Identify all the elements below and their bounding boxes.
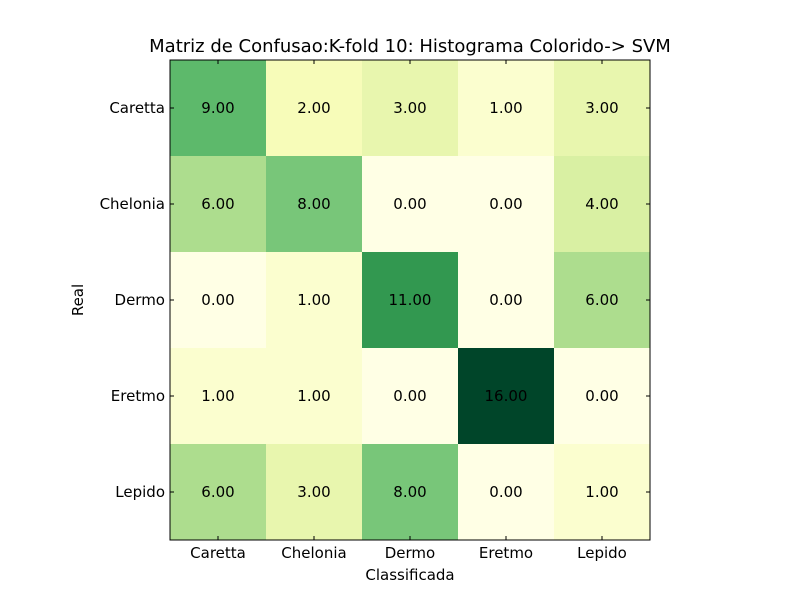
y-tick-label: Eretmo bbox=[111, 387, 165, 405]
heatmap-cell bbox=[266, 252, 363, 349]
cell-value-label: 2.00 bbox=[297, 99, 330, 117]
y-tick-label: Lepido bbox=[115, 483, 165, 501]
heatmap-cell bbox=[170, 444, 267, 541]
chart-title: Matriz de Confusao:K-fold 10: Histograma… bbox=[149, 36, 671, 57]
cell-value-label: 8.00 bbox=[297, 195, 330, 213]
x-axis-label: Classificada bbox=[365, 566, 454, 584]
cell-value-label: 0.00 bbox=[489, 291, 522, 309]
heatmap-cell bbox=[554, 348, 651, 445]
cell-value-label: 4.00 bbox=[585, 195, 618, 213]
heatmap-cell bbox=[458, 444, 555, 541]
cell-value-label: 0.00 bbox=[393, 195, 426, 213]
heatmap-cell bbox=[362, 156, 459, 253]
heatmap-cell bbox=[170, 252, 267, 349]
cell-value-label: 6.00 bbox=[201, 195, 234, 213]
cell-value-label: 0.00 bbox=[489, 195, 522, 213]
cell-value-label: 1.00 bbox=[297, 291, 330, 309]
heatmap-cell bbox=[554, 60, 651, 157]
cell-value-label: 3.00 bbox=[297, 483, 330, 501]
cell-value-label: 0.00 bbox=[393, 387, 426, 405]
y-tick-labels: Caretta Chelonia Dermo Eretmo Lepido bbox=[100, 99, 165, 501]
heatmap-cell bbox=[458, 348, 555, 445]
cell-value-label: 3.00 bbox=[393, 99, 426, 117]
cell-value-label: 0.00 bbox=[585, 387, 618, 405]
heatmap-cell bbox=[554, 156, 651, 253]
cell-value-label: 9.00 bbox=[201, 99, 234, 117]
heatmap-cell bbox=[266, 444, 363, 541]
cell-value-label: 8.00 bbox=[393, 483, 426, 501]
cell-value-label: 6.00 bbox=[201, 483, 234, 501]
cell-value-label: 11.00 bbox=[389, 291, 432, 309]
heatmap-cell bbox=[458, 60, 555, 157]
heatmap-cell bbox=[554, 252, 651, 349]
heatmap-cell bbox=[458, 156, 555, 253]
y-tick-label: Chelonia bbox=[100, 195, 165, 213]
y-tick-label: Dermo bbox=[115, 291, 165, 309]
heatmap-cell bbox=[170, 348, 267, 445]
x-tick-label: Chelonia bbox=[281, 544, 346, 562]
cell-value-label: 0.00 bbox=[489, 483, 522, 501]
heatmap-cell bbox=[362, 348, 459, 445]
y-tick-label: Caretta bbox=[109, 99, 165, 117]
x-tick-label: Dermo bbox=[385, 544, 435, 562]
heatmap-cell bbox=[170, 60, 267, 157]
cell-value-label: 1.00 bbox=[201, 387, 234, 405]
cell-value-label: 1.00 bbox=[585, 483, 618, 501]
cell-value-label: 0.00 bbox=[201, 291, 234, 309]
heatmap-cell bbox=[458, 252, 555, 349]
heatmap-cell bbox=[362, 444, 459, 541]
heatmap-cells bbox=[170, 60, 651, 541]
x-tick-label: Caretta bbox=[190, 544, 246, 562]
heatmap-cell bbox=[554, 444, 651, 541]
heatmap-cell bbox=[266, 60, 363, 157]
axis-ticks bbox=[170, 60, 650, 540]
cell-value-label: 3.00 bbox=[585, 99, 618, 117]
heatmap-cell bbox=[362, 252, 459, 349]
x-tick-label: Lepido bbox=[577, 544, 627, 562]
cell-value-label: 1.00 bbox=[489, 99, 522, 117]
cell-value-label: 16.00 bbox=[485, 387, 528, 405]
cell-value-label: 6.00 bbox=[585, 291, 618, 309]
heatmap-cell bbox=[362, 60, 459, 157]
x-tick-labels: Caretta Chelonia Dermo Eretmo Lepido bbox=[190, 544, 627, 562]
heatmap-cell bbox=[170, 156, 267, 253]
y-axis-label: Real bbox=[69, 284, 87, 316]
heatmap-cell-labels: 9.00 2.00 3.00 1.00 3.00 6.00 8.00 0.00 0.00 4.00… bbox=[201, 99, 618, 501]
heatmap-cell bbox=[266, 348, 363, 445]
x-tick-label: Eretmo bbox=[479, 544, 533, 562]
cell-value-label: 1.00 bbox=[297, 387, 330, 405]
heatmap-cell bbox=[266, 156, 363, 253]
